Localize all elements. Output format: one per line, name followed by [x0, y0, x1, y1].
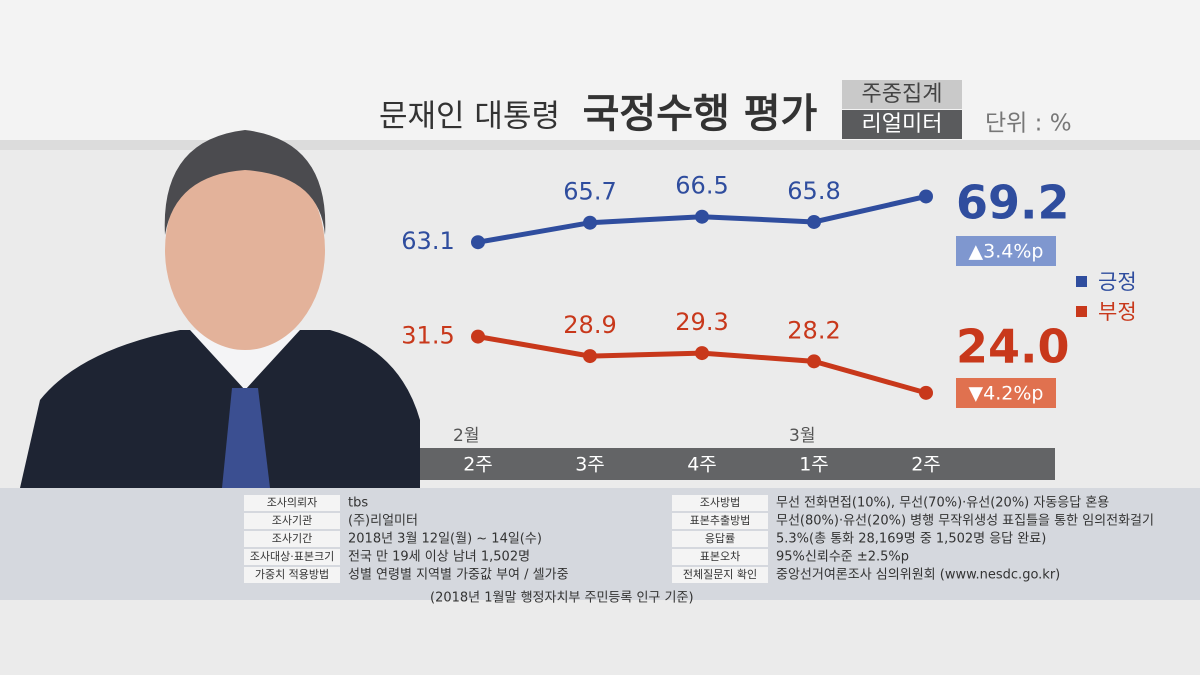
legend-label: 부정	[1098, 300, 1137, 324]
value-label: 66.5	[675, 172, 728, 200]
info-label-box	[672, 531, 768, 547]
point	[919, 189, 933, 204]
badge-text: 주중집계	[862, 82, 943, 107]
info-label-box	[672, 495, 768, 511]
portrait	[20, 130, 420, 488]
x-tick-label: 4주	[687, 454, 717, 476]
info-label-box	[672, 549, 768, 565]
point	[583, 215, 597, 230]
header-band	[0, 0, 1200, 140]
info-label-box	[244, 567, 340, 583]
badge	[842, 80, 962, 109]
point	[807, 354, 821, 369]
x-tick-label: 1주	[799, 454, 829, 476]
info-value: 중앙선거여론조사 심의위원회 (www.nesdc.go.kr)	[776, 568, 1060, 583]
change-box	[956, 236, 1056, 266]
x-tick-label: 2주	[463, 454, 493, 476]
info-note: (2018년 1월말 행정자치부 주민등록 인구 기준)	[430, 590, 694, 606]
value-label: 28.2	[787, 316, 840, 344]
info-label-box	[672, 513, 768, 529]
value-label: 31.5	[401, 322, 454, 350]
point	[695, 209, 709, 224]
info-label: 조사의뢰자	[267, 496, 318, 509]
info-value: 무선(80%)·유선(20%) 병행 무작위생성 표집틀을 통한 임의전화걸기	[776, 513, 1154, 529]
header-rule	[0, 140, 1200, 150]
info-label: 가중치 적용방법	[255, 568, 329, 581]
info-value: 5.3%(총 통화 28,169명 중 1,502명 응답 완료)	[776, 532, 1046, 547]
unit-label: 단위 : %	[985, 111, 1072, 137]
subtitle: 국정수행 평가	[583, 91, 818, 137]
info-value: 무선 전화면접(10%), 무선(70%)·유선(20%) 자동응답 혼용	[776, 496, 1109, 511]
month-label: 2월	[453, 426, 479, 446]
info-label-box	[244, 531, 340, 547]
info-value: 2018년 3월 12일(월) ~ 14일(수)	[348, 532, 542, 547]
final-value-label: 69.2	[956, 176, 1070, 230]
info-label: 조사기관	[272, 514, 312, 527]
value-label: 28.9	[563, 311, 616, 339]
info-label-box	[244, 495, 340, 511]
info-label: 조사대상·표본크기	[250, 550, 334, 563]
point	[919, 385, 933, 400]
badge-text: 리얼미터	[862, 112, 943, 137]
value-label: 65.8	[787, 177, 840, 205]
info-label-box	[244, 549, 340, 565]
x-axis-band	[420, 448, 1055, 480]
x-tick-label: 3주	[575, 454, 605, 476]
legend-label: 긍정	[1098, 270, 1137, 294]
change-label: ▲3.4%p	[969, 241, 1044, 263]
point	[471, 235, 485, 250]
info-label: 조사기간	[272, 532, 312, 545]
change-label: ▼4.2%p	[969, 383, 1044, 405]
month-label: 3월	[789, 426, 815, 446]
info-value: 전국 만 19세 이상 남녀 1,502명	[348, 550, 530, 565]
point	[807, 214, 821, 229]
value-label: 65.7	[563, 178, 616, 206]
info-label: 전체질문지 확인	[683, 568, 757, 581]
info-label: 표본추출방법	[690, 514, 751, 527]
final-value-label: 24.0	[956, 320, 1070, 374]
point	[695, 346, 709, 361]
point	[471, 329, 485, 344]
info-panel	[0, 488, 1200, 600]
value-label: 63.1	[401, 227, 454, 255]
info-label: 응답률	[705, 532, 735, 545]
x-tick-label: 2주	[911, 454, 941, 476]
badge	[842, 110, 962, 139]
legend-swatch	[1076, 306, 1087, 317]
info-label: 조사방법	[700, 496, 740, 509]
title: 문재인 대통령	[379, 99, 560, 135]
info-value: (주)리얼미터	[348, 514, 418, 529]
info-value: 95%신뢰수준 ±2.5%p	[776, 550, 909, 565]
info-value: 성별 연령별 지역별 가중값 부여 / 셀가중	[348, 568, 569, 583]
info-label: 표본오차	[700, 550, 740, 563]
legend-swatch	[1076, 276, 1087, 287]
info-label-box	[244, 513, 340, 529]
value-label: 29.3	[675, 308, 728, 336]
point	[583, 349, 597, 364]
info-value: tbs	[348, 496, 368, 511]
change-box	[956, 378, 1056, 408]
info-label-box	[672, 567, 768, 583]
